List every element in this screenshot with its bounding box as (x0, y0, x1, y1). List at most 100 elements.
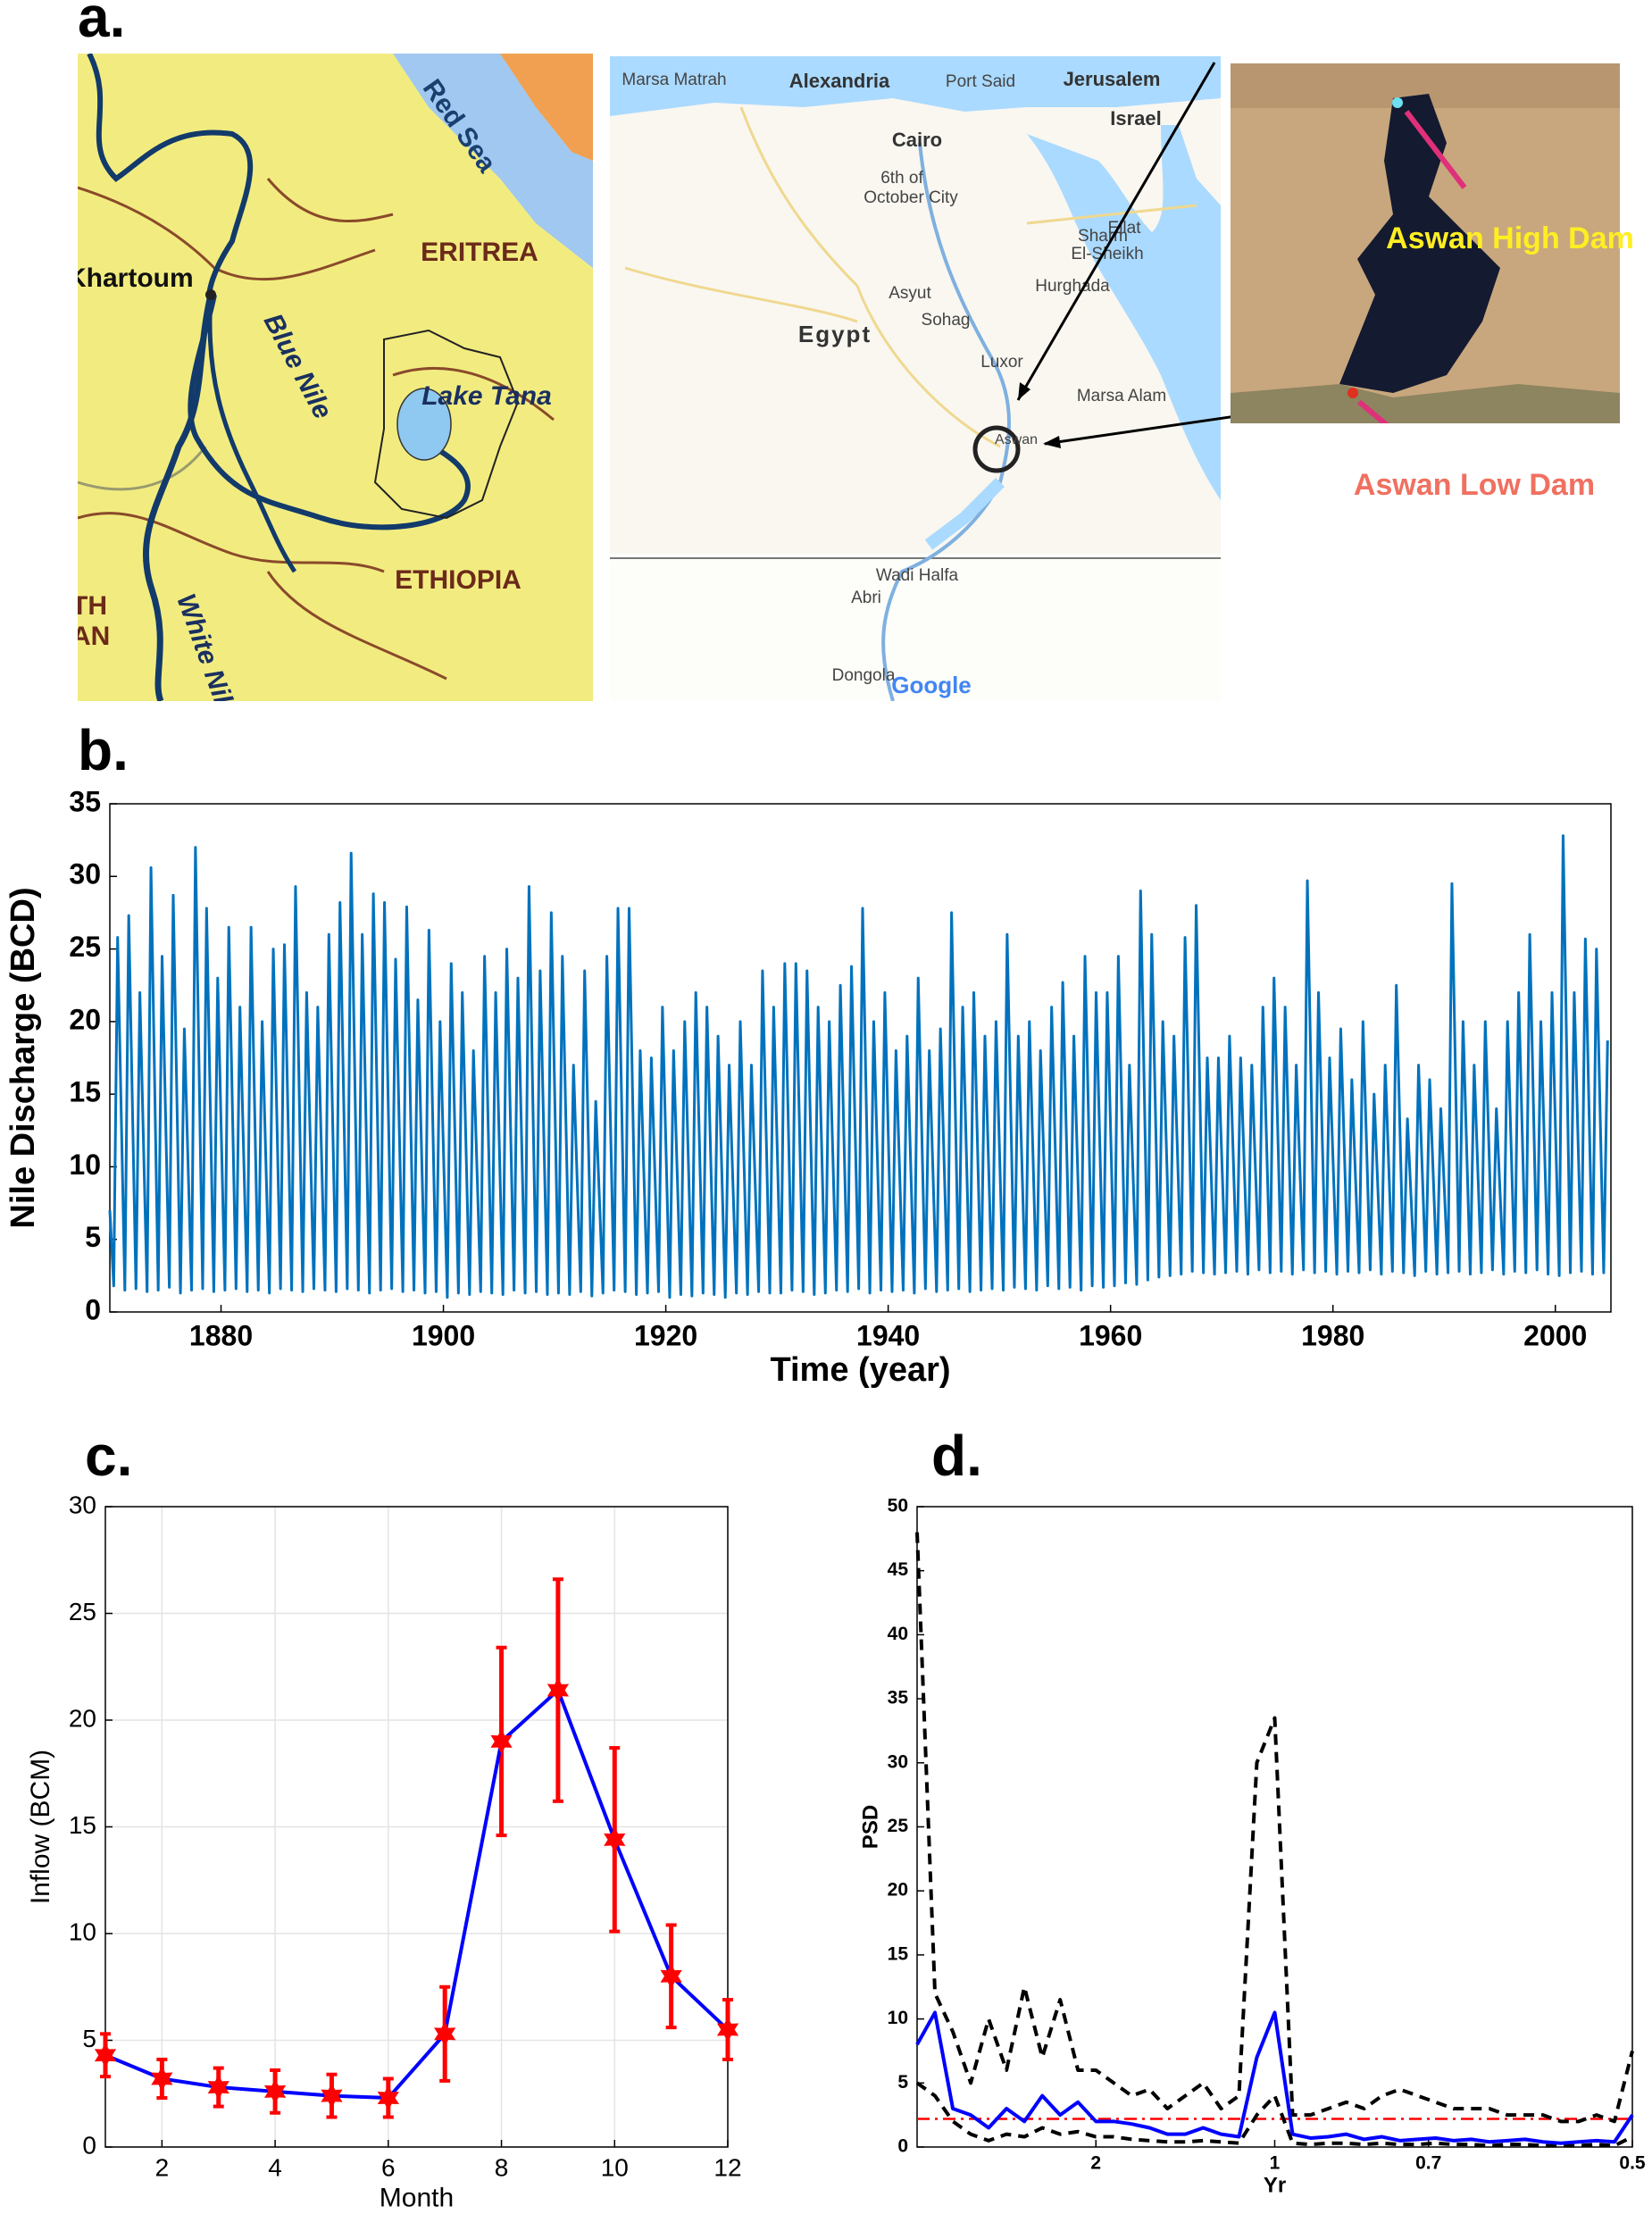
arrow (1016, 62, 1216, 401)
y-tick-label: 30 (69, 858, 101, 890)
x-tick-label: 1960 (1079, 1319, 1142, 1351)
x-tick-label: 8 (495, 2154, 509, 2182)
y-tick-label: 50 (888, 1496, 908, 1516)
panel-label: c. (85, 1424, 132, 1488)
y-tick-label: 20 (69, 1003, 101, 1035)
y-tick-label: 20 (69, 1704, 96, 1732)
marker (151, 2066, 173, 2092)
y-tick-label: 0 (85, 1293, 101, 1325)
map-label: Marsa Matrah (622, 71, 726, 89)
marker (94, 2043, 117, 2068)
map-label: Hurghada (1035, 277, 1110, 296)
y-axis-label: Nile Discharge (BCD) (4, 887, 42, 1228)
series-line (915, 2081, 1633, 2148)
map-label: ETHIOPIA (395, 565, 521, 595)
x-tick-label: 2000 (1523, 1319, 1587, 1351)
y-tick-label: 45 (888, 1559, 909, 1580)
arrow-head (1043, 436, 1061, 448)
plot-frame (109, 803, 1612, 1313)
x-axis-label: Time (year) (770, 1351, 950, 1389)
y-tick-label: 0 (897, 2136, 908, 2157)
series-line (915, 1532, 1634, 2124)
map-label: Port Said (946, 72, 1015, 91)
x-tick-label: 4 (268, 2154, 282, 2182)
map-label: October City (864, 188, 958, 207)
annotation: Aswan Low Dam (1354, 468, 1595, 502)
panel-label: a. (78, 0, 125, 49)
panel-label: b. (78, 718, 129, 782)
map-label: Sohag (922, 311, 971, 330)
x-tick-label: 1900 (412, 1319, 475, 1351)
map-label: Egypt (798, 321, 872, 347)
y-axis-label: PSD (858, 1805, 882, 1849)
y-tick-label: 5 (82, 2025, 96, 2052)
map-label: Khartoum (67, 263, 194, 293)
arrow-head (1018, 382, 1030, 400)
y-tick-label: 30 (69, 1491, 96, 1518)
marker (321, 2083, 343, 2109)
satellite-image (1231, 63, 1620, 423)
y-axis-label: Inflow (BCM) (26, 1750, 55, 1904)
marker (490, 1728, 513, 1754)
map-label: Marsa Alam (1077, 387, 1166, 405)
x-tick-label: 12 (713, 2154, 741, 2182)
panel-label: d. (931, 1424, 982, 1488)
marker (716, 2017, 739, 2043)
x-tick-label: 2 (1090, 2152, 1101, 2173)
map-label: Alexandria (789, 70, 890, 92)
y-tick-label: 15 (888, 1943, 909, 1964)
marker (377, 2085, 399, 2111)
x-axis-label: Month (380, 2184, 454, 2213)
x-tick-label: 1980 (1301, 1319, 1364, 1351)
arrow (1044, 412, 1256, 446)
map-label: Asyut (889, 284, 931, 303)
series-line (108, 834, 1609, 1299)
y-tick-label: 25 (888, 1816, 909, 1836)
marker (604, 1826, 626, 1852)
marker (660, 1963, 682, 1989)
y-tick-label: 40 (888, 1624, 908, 1644)
map-label: Google (891, 672, 972, 698)
plot-frame (104, 1506, 729, 2148)
map-label: Jerusalem (1064, 68, 1161, 90)
y-tick-label: 10 (888, 2008, 908, 2028)
map-label: ERITREA (421, 238, 538, 267)
series-line (915, 2010, 1634, 2145)
map-label: Abri (851, 589, 881, 607)
marker (546, 1677, 570, 1703)
x-tick-label: 1920 (634, 1319, 697, 1351)
map-label: TH (71, 591, 107, 621)
y-tick-label: 10 (69, 1149, 101, 1181)
map-label: Luxor (980, 353, 1023, 372)
map-label: Sharm (1078, 227, 1128, 246)
plot-frame (916, 1506, 1633, 2148)
map-label: Israel (1110, 107, 1162, 129)
marker (434, 2021, 456, 2047)
y-tick-label: 5 (897, 2072, 908, 2093)
series-line (104, 1688, 730, 2101)
x-tick-label: 10 (601, 2154, 629, 2182)
map-label: Dongola (832, 666, 896, 685)
y-tick-label: 15 (69, 1076, 101, 1108)
marker (263, 2078, 287, 2104)
map-label: Lake Tana (421, 381, 552, 411)
map-label: AN (71, 622, 110, 651)
x-tick-label: 0.7 (1415, 2152, 1441, 2173)
annotation: Aswan High Dam (1386, 221, 1634, 255)
map-middle: Marsa Matrah Alexandria Port Said Jerusa… (610, 56, 1221, 701)
y-tick-label: 15 (69, 1811, 96, 1839)
y-tick-label: 25 (69, 931, 101, 963)
y-tick-label: 35 (888, 1688, 909, 1709)
map-label: Cairo (892, 129, 942, 151)
y-tick-label: 5 (85, 1221, 101, 1253)
x-axis-label: Yr (1264, 2173, 1286, 2197)
x-tick-label: 1940 (856, 1319, 920, 1351)
y-tick-label: 25 (69, 1598, 96, 1625)
map-left: Red Sea ERITREA Khartoum Blue Nile Lake … (67, 54, 593, 701)
y-tick-label: 30 (888, 1751, 908, 1772)
x-tick-label: 2 (155, 2154, 170, 2182)
map-label: El-Sheikh (1071, 245, 1143, 263)
x-tick-label: 6 (381, 2154, 396, 2182)
map-label: Wadi Halfa (876, 566, 959, 585)
